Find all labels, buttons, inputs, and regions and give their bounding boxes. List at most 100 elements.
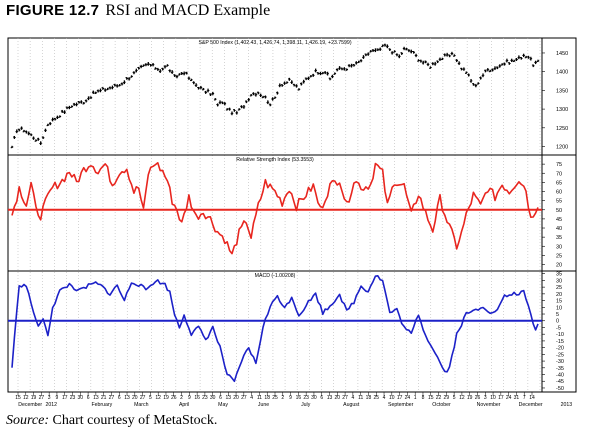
figure-title: FIGURE 12.7 RSI and MACD Example (6, 2, 270, 24)
source-label: Source: (6, 413, 50, 428)
y-tick-label: 45 (556, 217, 562, 223)
x-day-label: 1 (414, 395, 417, 401)
y-tick-label: 1300 (556, 107, 568, 113)
y-tick-label: -15 (556, 339, 564, 345)
y-tick-label: -20 (556, 346, 564, 352)
x-day-label: 6 (87, 395, 90, 401)
x-day-label: 30 (210, 395, 216, 401)
x-day-label: 12 (459, 395, 465, 401)
x-day-label: 13 (225, 395, 231, 401)
source-text: Chart courtesy of MetaStock. (49, 413, 218, 428)
x-day-label: 25 (373, 395, 379, 401)
x-day-label: 30 (311, 395, 317, 401)
y-tick-label: 50 (556, 208, 562, 214)
x-day-label: 26 (475, 395, 481, 401)
y-tick-label: 35 (556, 235, 562, 241)
x-month-label: October (432, 402, 451, 408)
series-line (11, 275, 539, 383)
x-day-label: 4 (383, 395, 386, 401)
vertical-gridlines (17, 38, 541, 392)
y-tick-label: -35 (556, 366, 564, 372)
x-month-label: September (388, 402, 414, 408)
x-day-label: 11 (358, 395, 363, 401)
y-tick-label: 65 (556, 180, 562, 186)
y-tick-label: 20 (556, 292, 562, 298)
x-day-label: 6 (219, 395, 222, 401)
x-day-label: 27 (140, 395, 146, 401)
y-tick-label: 55 (556, 199, 562, 205)
x-day-label: 3 (484, 395, 487, 401)
y-tick-label: -10 (556, 332, 564, 338)
x-day-label: 6 (320, 395, 323, 401)
x-day-label: 16 (194, 395, 200, 401)
x-day-label: 24 (405, 395, 411, 401)
x-day-label: 30 (78, 395, 84, 401)
y-tick-label: 35 (556, 272, 562, 278)
x-day-label: 27 (241, 395, 247, 401)
y-tick-label: 15 (556, 299, 562, 305)
x-day-label: 17 (62, 395, 68, 401)
y-tick-label: 70 (556, 171, 562, 177)
y-tick-label: 25 (556, 285, 562, 291)
x-day-label: 20 (335, 395, 341, 401)
x-day-label: 13 (327, 395, 333, 401)
y-tick-label: 30 (556, 278, 562, 284)
y-tick-label: -45 (556, 379, 564, 385)
x-day-label: 20 (132, 395, 138, 401)
y-tick-label: 1450 (556, 51, 568, 57)
panel-title: Relative Strength Index (53.3553) (236, 157, 314, 163)
y-tick-label: -5 (556, 325, 561, 331)
y-tick-label: 30 (556, 244, 562, 250)
x-month-label: 2013 (561, 402, 573, 408)
x-day-label: 7 (523, 395, 526, 401)
y-tick-label: 1400 (556, 70, 568, 76)
x-day-label: 29 (444, 395, 450, 401)
x-day-label: 5 (149, 395, 152, 401)
x-day-label: 17 (498, 395, 504, 401)
x-day-label: 15 (428, 395, 434, 401)
y-tick-label: -30 (556, 359, 564, 365)
x-month-label: February (91, 402, 112, 408)
x-day-label: 27 (342, 395, 348, 401)
figure-number: FIGURE 12.7 (6, 2, 100, 19)
panel-1: S&P 500 Index (1,402.43, 1,426.74, 1,398… (10, 40, 568, 151)
x-month-label: May (218, 402, 228, 408)
y-tick-label: 10 (556, 305, 562, 311)
x-day-label: 12 (155, 395, 161, 401)
x-day-label: 12 (23, 395, 29, 401)
x-month-label: December (519, 402, 543, 408)
panel-title: MACD (-1.00208) (255, 273, 296, 279)
panel-3: MACD (-1.00208)-50-45-40-35-30-25-20-15-… (8, 270, 576, 392)
x-day-label: 8 (422, 395, 425, 401)
x-month-label: June (258, 402, 269, 408)
x-month-label: December (18, 402, 42, 408)
x-day-label: 27 (39, 395, 45, 401)
x-day-label: 23 (303, 395, 309, 401)
price-bars (10, 43, 540, 149)
x-day-label: 14 (529, 395, 535, 401)
x-axis: 15 12 19 27 3 9 17 23 30 6 13 21 27 6 13 20 27 5 12 19 26 2 9 1… (15, 392, 572, 408)
x-day-label: 27 (109, 395, 115, 401)
x-day-label: 19 (31, 395, 37, 401)
x-day-label: 24 (506, 395, 512, 401)
y-tick-label: 5 (556, 312, 559, 318)
y-tick-label: 1200 (556, 145, 568, 151)
x-day-label: 9 (56, 395, 59, 401)
x-month-label: November (477, 402, 501, 408)
y-tick-label: 75 (556, 162, 562, 168)
x-day-label: 21 (101, 395, 107, 401)
panel-title: S&P 500 Index (1,402.43, 1,426.74, 1,398… (198, 40, 351, 46)
x-day-label: 4 (250, 395, 253, 401)
x-day-label: 5 (453, 395, 456, 401)
x-day-label: 23 (202, 395, 208, 401)
x-day-label: 9 (289, 395, 292, 401)
x-day-label: 20 (233, 395, 239, 401)
y-tick-label: 60 (556, 190, 562, 196)
x-day-label: 18 (264, 395, 270, 401)
y-tick-label: -40 (556, 373, 564, 379)
x-day-label: 16 (296, 395, 302, 401)
x-day-label: 2 (281, 395, 284, 401)
x-day-label: 3 (48, 395, 51, 401)
figure-source: Source: Chart courtesy of MetaStock. (6, 413, 217, 429)
